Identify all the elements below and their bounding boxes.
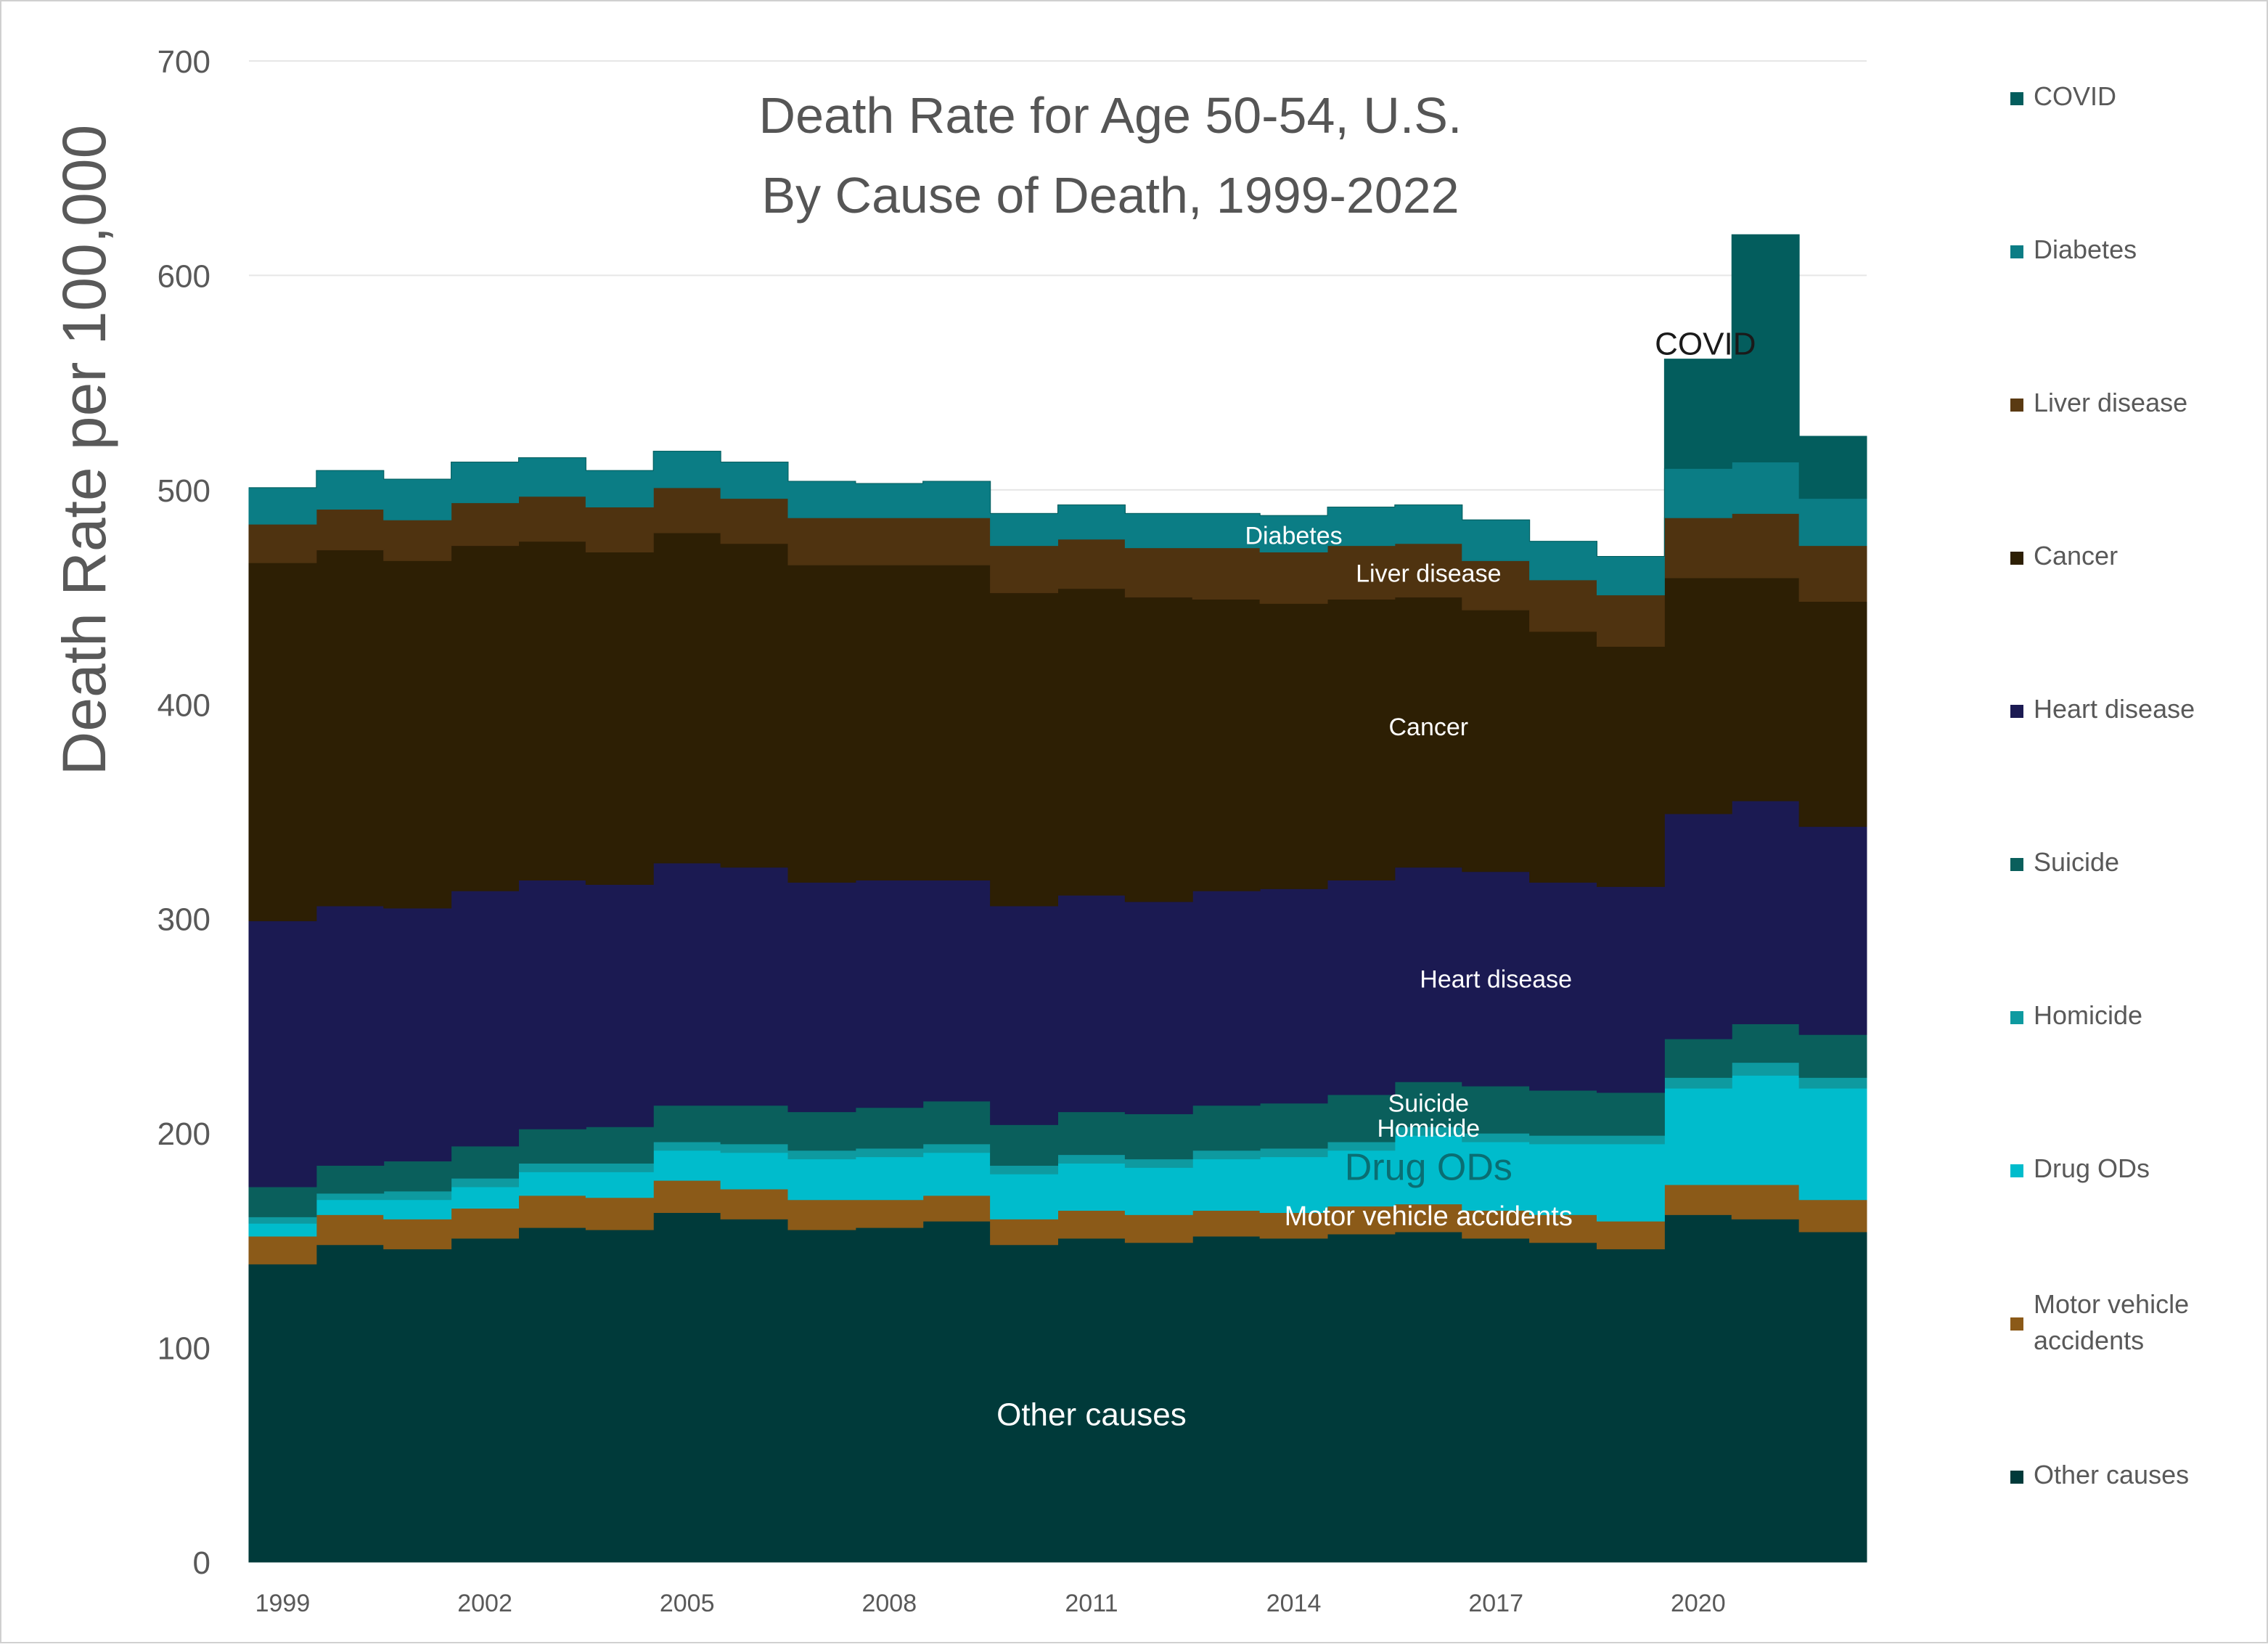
x-tick-label: 2017 bbox=[1468, 1590, 1523, 1617]
series-label: Heart disease bbox=[1420, 965, 1572, 993]
y-axis-label: Death Rate per 100,000 bbox=[50, 125, 118, 776]
legend-label: Cancer bbox=[2034, 541, 2118, 571]
series-area-covid bbox=[249, 234, 1867, 557]
series-label: Motor vehicle accidents bbox=[1285, 1201, 1573, 1232]
legend-label: Diabetes bbox=[2034, 234, 2137, 264]
y-tick-label: 700 bbox=[157, 44, 210, 80]
chart-title: Death Rate for Age 50-54, U.S. bbox=[759, 87, 1462, 144]
x-tick-label: 2002 bbox=[457, 1590, 512, 1617]
y-tick-label: 300 bbox=[157, 902, 210, 938]
legend-label: Homicide bbox=[2034, 1000, 2142, 1030]
y-tick-label: 600 bbox=[157, 258, 210, 294]
y-axis-ticks: 0 100 200 300 400 500 600 700 bbox=[157, 44, 210, 1581]
x-tick-label: 1999 bbox=[255, 1590, 311, 1617]
legend: COVID Diabetes Liver disease Cancer Heart di… bbox=[2010, 81, 2195, 1489]
series-label: Cancer bbox=[1389, 714, 1469, 741]
legend-label: Suicide bbox=[2034, 847, 2119, 877]
legend-swatch bbox=[2010, 552, 2023, 565]
legend-swatch bbox=[2010, 399, 2023, 412]
series-area-other-causes bbox=[248, 1211, 1867, 1563]
series-label: Drug ODs bbox=[1345, 1146, 1512, 1188]
y-tick-label: 500 bbox=[157, 473, 210, 509]
x-tick-label: 2014 bbox=[1266, 1590, 1322, 1617]
x-tick-label: 2005 bbox=[660, 1590, 715, 1617]
series-label: Other causes bbox=[996, 1397, 1187, 1432]
chart-subtitle: By Cause of Death, 1999-2022 bbox=[761, 167, 1459, 224]
legend-swatch bbox=[2010, 705, 2023, 718]
series-areas bbox=[248, 234, 1867, 1563]
series-label: Homicide bbox=[1377, 1115, 1480, 1143]
legend-label: Motor vehicle accidents bbox=[2034, 1289, 2189, 1355]
legend-swatch bbox=[2010, 858, 2023, 871]
y-tick-label: 100 bbox=[157, 1331, 210, 1367]
legend-swatch bbox=[2010, 1164, 2023, 1177]
y-tick-label: 200 bbox=[157, 1116, 210, 1152]
legend-label: Other causes bbox=[2034, 1460, 2189, 1489]
x-axis-ticks: 1999 2002 2005 2008 2011 2014 2017 2020 bbox=[255, 1590, 1726, 1617]
legend-swatch bbox=[2010, 92, 2023, 105]
y-tick-label: 400 bbox=[157, 687, 210, 723]
x-tick-label: 2011 bbox=[1065, 1590, 1118, 1617]
legend-label: Drug ODs bbox=[2034, 1153, 2150, 1183]
y-tick-label: 0 bbox=[193, 1545, 210, 1581]
legend-label: COVID bbox=[2034, 81, 2116, 111]
series-labels: Other causes Motor vehicle accidents Drug … bbox=[996, 327, 1756, 1433]
series-label: Diabetes bbox=[1245, 522, 1342, 549]
legend-swatch bbox=[2010, 1471, 2023, 1484]
series-label: COVID bbox=[1655, 327, 1756, 362]
legend-swatch bbox=[2010, 1317, 2023, 1331]
legend-swatch bbox=[2010, 245, 2023, 258]
x-tick-label: 2008 bbox=[861, 1590, 917, 1617]
legend-swatch bbox=[2010, 1011, 2023, 1024]
series-label: Suicide bbox=[1388, 1090, 1470, 1117]
legend-label: Liver disease bbox=[2034, 388, 2187, 417]
legend-label: Heart disease bbox=[2034, 694, 2195, 724]
x-tick-label: 2020 bbox=[1671, 1590, 1726, 1617]
series-label: Liver disease bbox=[1356, 560, 1501, 588]
